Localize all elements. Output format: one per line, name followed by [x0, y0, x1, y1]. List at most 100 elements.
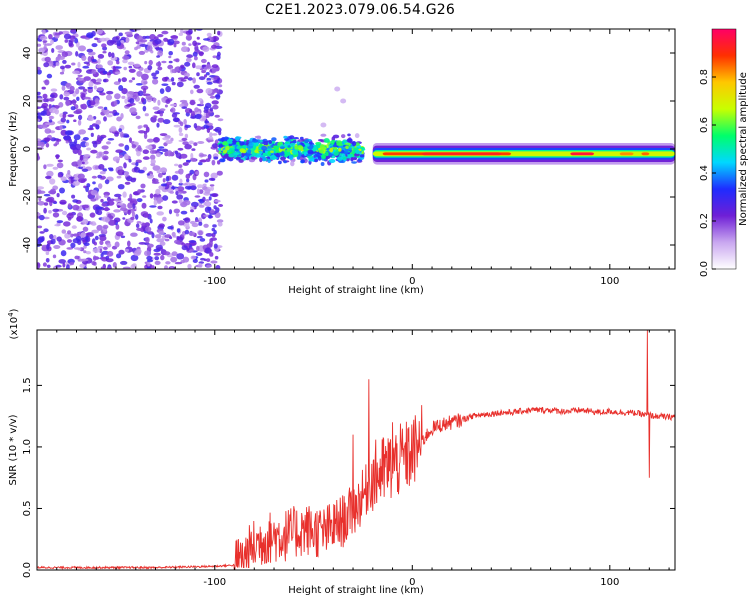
- heatmap-cell: [83, 178, 87, 182]
- heatmap-cell: [67, 203, 72, 209]
- heatmap-cell: [283, 160, 287, 164]
- heatmap-cell: [38, 214, 45, 221]
- heatmap-cell: [175, 58, 180, 63]
- heatmap-cell: [75, 88, 80, 95]
- heatmap-cell: [178, 168, 184, 175]
- heatmap-cell: [323, 138, 330, 143]
- heatmap-cell: [105, 94, 113, 101]
- heatmap-cell: [177, 77, 186, 80]
- heatmap-cell: [181, 242, 186, 246]
- heatmap-cell: [71, 62, 76, 66]
- heatmap-cell: [212, 55, 217, 59]
- y-tick-label: 1.0: [22, 439, 33, 455]
- heatmap-cell: [45, 122, 53, 126]
- heatmap-cell: [197, 184, 203, 189]
- heatmap-cell: [91, 229, 99, 234]
- heatmap-cell: [143, 81, 148, 85]
- heatmap-cell: [203, 223, 209, 228]
- heatmap-cell: [163, 119, 171, 125]
- heatmap-cell: [43, 137, 51, 142]
- heatmap-cell: [57, 174, 62, 178]
- heatmap-cell: [232, 140, 237, 144]
- heatmap-cell: [289, 142, 296, 147]
- heatmap-cell: [106, 72, 112, 76]
- heatmap-cell: [115, 224, 120, 230]
- heatmap-core: [619, 152, 634, 156]
- heatmap-cell: [204, 201, 212, 207]
- heatmap-cell: [128, 79, 133, 83]
- heatmap-cell: [237, 145, 243, 150]
- heatmap-cell: [175, 152, 182, 159]
- heatmap-cell: [142, 195, 147, 198]
- heatmap-cell: [318, 139, 324, 142]
- heatmap-cell: [188, 43, 192, 46]
- heatmap-cell: [122, 266, 131, 269]
- heatmap-cell: [321, 154, 327, 160]
- heatmap-cell: [334, 86, 341, 92]
- heatmap-cell: [142, 105, 147, 112]
- heatmap-cell: [149, 193, 154, 199]
- heatmap-cell: [170, 107, 176, 113]
- heatmap-cell: [136, 198, 143, 203]
- heatmap-cell: [49, 234, 54, 240]
- heatmap-cell: [124, 98, 128, 104]
- heatmap-cell: [178, 127, 183, 133]
- heatmap-cell: [67, 170, 71, 175]
- heatmap-cell: [78, 114, 83, 121]
- heatmap-cell: [81, 204, 89, 209]
- heatmap-cell: [164, 265, 168, 269]
- heatmap-cell: [59, 71, 65, 75]
- heatmap-cell: [153, 115, 158, 119]
- heatmap-cell: [46, 264, 51, 268]
- heatmap-cell: [164, 238, 170, 242]
- heatmap-cell: [333, 151, 339, 156]
- heatmap-cell: [187, 186, 192, 190]
- heatmap-cell: [174, 261, 183, 265]
- heatmap-cell: [174, 163, 179, 167]
- heatmap-cell: [278, 160, 282, 165]
- heatmap-cell: [113, 217, 121, 223]
- heatmap-cell: [144, 60, 148, 65]
- heatmap-cell: [94, 98, 100, 104]
- heatmap-cell: [99, 37, 107, 42]
- heatmap-cell: [166, 150, 173, 157]
- heatmap-cell: [148, 59, 153, 66]
- y-tick-label: 0.5: [22, 501, 33, 517]
- heatmap-cell: [106, 141, 111, 145]
- heatmap-cell: [153, 97, 157, 103]
- heatmap-cell: [37, 212, 41, 217]
- heatmap-cell: [146, 138, 154, 143]
- heatmap-cell: [120, 36, 127, 41]
- heatmap-cell: [184, 144, 192, 150]
- heatmap-cell: [42, 98, 49, 103]
- heatmap-cell: [37, 201, 45, 206]
- heatmap-cell: [159, 88, 165, 94]
- heatmap-cell: [212, 80, 220, 84]
- heatmap-cell: [106, 266, 112, 269]
- heatmap-cell: [161, 83, 169, 86]
- heatmap-cell: [80, 232, 86, 238]
- heatmap-cell: [156, 55, 161, 58]
- heatmap-cell: [168, 60, 173, 64]
- heatmap-cell: [61, 85, 66, 91]
- heatmap-cell: [116, 253, 122, 259]
- heatmap-cell: [213, 156, 219, 160]
- heatmap-cell: [77, 247, 82, 251]
- snr-y-axis-label: SNR (10 * v/v): [8, 414, 19, 485]
- heatmap-cell: [307, 149, 314, 154]
- heatmap-cell: [140, 183, 146, 189]
- heatmap-cell: [197, 141, 205, 144]
- heatmap-cell: [268, 140, 272, 144]
- heatmap-cell: [303, 148, 307, 153]
- heatmap-cell: [53, 245, 61, 249]
- y-tick-label: 40: [22, 47, 33, 60]
- heatmap-cell: [92, 255, 97, 261]
- heatmap-cell: [133, 63, 141, 68]
- heatmap-cell: [63, 33, 72, 40]
- heatmap-cell: [190, 206, 195, 210]
- heatmap-cell: [297, 139, 303, 142]
- heatmap-cell: [190, 185, 197, 191]
- heatmap-cell: [210, 172, 218, 179]
- heatmap-cell: [96, 209, 103, 216]
- heatmap-cell: [82, 137, 89, 141]
